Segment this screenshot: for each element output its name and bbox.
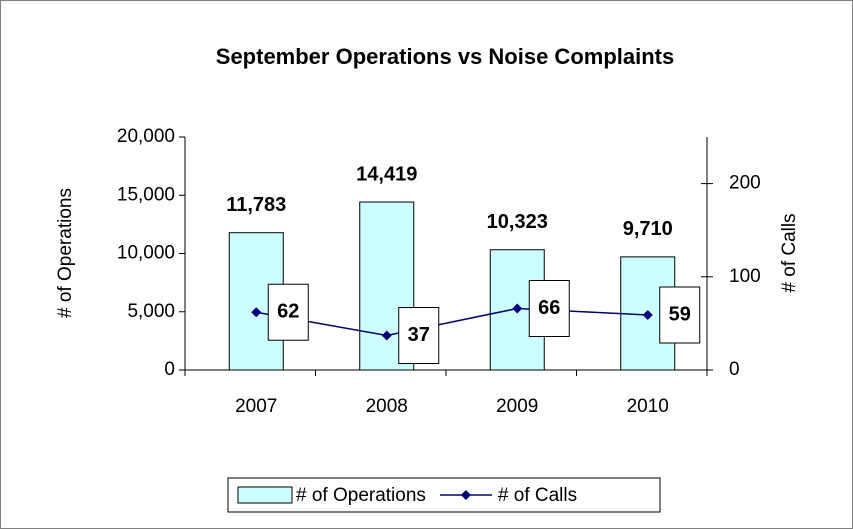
legend-label: # of Calls	[498, 485, 577, 506]
x-tick-label: 2010	[627, 396, 669, 417]
x-tick-label: 2007	[235, 396, 277, 417]
y-axis-label: # of Operations	[55, 188, 76, 318]
line-marker	[381, 330, 392, 341]
bar-value-label: 9,710	[623, 218, 673, 240]
legend-label: # of Operations	[296, 485, 426, 506]
bar-value-label: 11,783	[226, 194, 286, 216]
data-label-box	[528, 279, 570, 337]
y-tick-label: 10,000	[117, 243, 175, 264]
line-value-label: 62	[277, 300, 299, 322]
line-value-label: 59	[669, 303, 691, 325]
line-value-label: 66	[538, 297, 560, 319]
x-tick-label: 2008	[366, 396, 408, 417]
bar-value-label: 10,323	[487, 211, 548, 233]
y2-tick-label: 200	[729, 173, 761, 194]
legend-swatch	[237, 486, 293, 504]
data-label-box	[659, 286, 701, 344]
y-tick-label: 20,000	[117, 126, 175, 147]
data-label-box	[398, 307, 440, 365]
bar-value-label: 14,419	[356, 163, 417, 185]
legend-marker	[460, 490, 471, 500]
y2-tick-label: 100	[729, 266, 761, 287]
x-tick-label: 2009	[496, 396, 538, 417]
y-tick-label: 0	[164, 359, 175, 380]
line-marker	[642, 310, 653, 321]
line	[256, 307, 648, 337]
y-tick-label: 15,000	[117, 184, 175, 205]
data-label-box	[267, 283, 309, 341]
y-tick-label: 5,000	[127, 301, 175, 322]
line-marker	[512, 303, 523, 314]
y2-tick-label: 0	[729, 359, 740, 380]
line-value-label: 37	[408, 324, 430, 346]
chart-title: September Operations vs Noise Complaints	[216, 44, 674, 69]
line-marker	[251, 307, 262, 318]
y2-axis-label: # of Calls	[779, 213, 800, 292]
